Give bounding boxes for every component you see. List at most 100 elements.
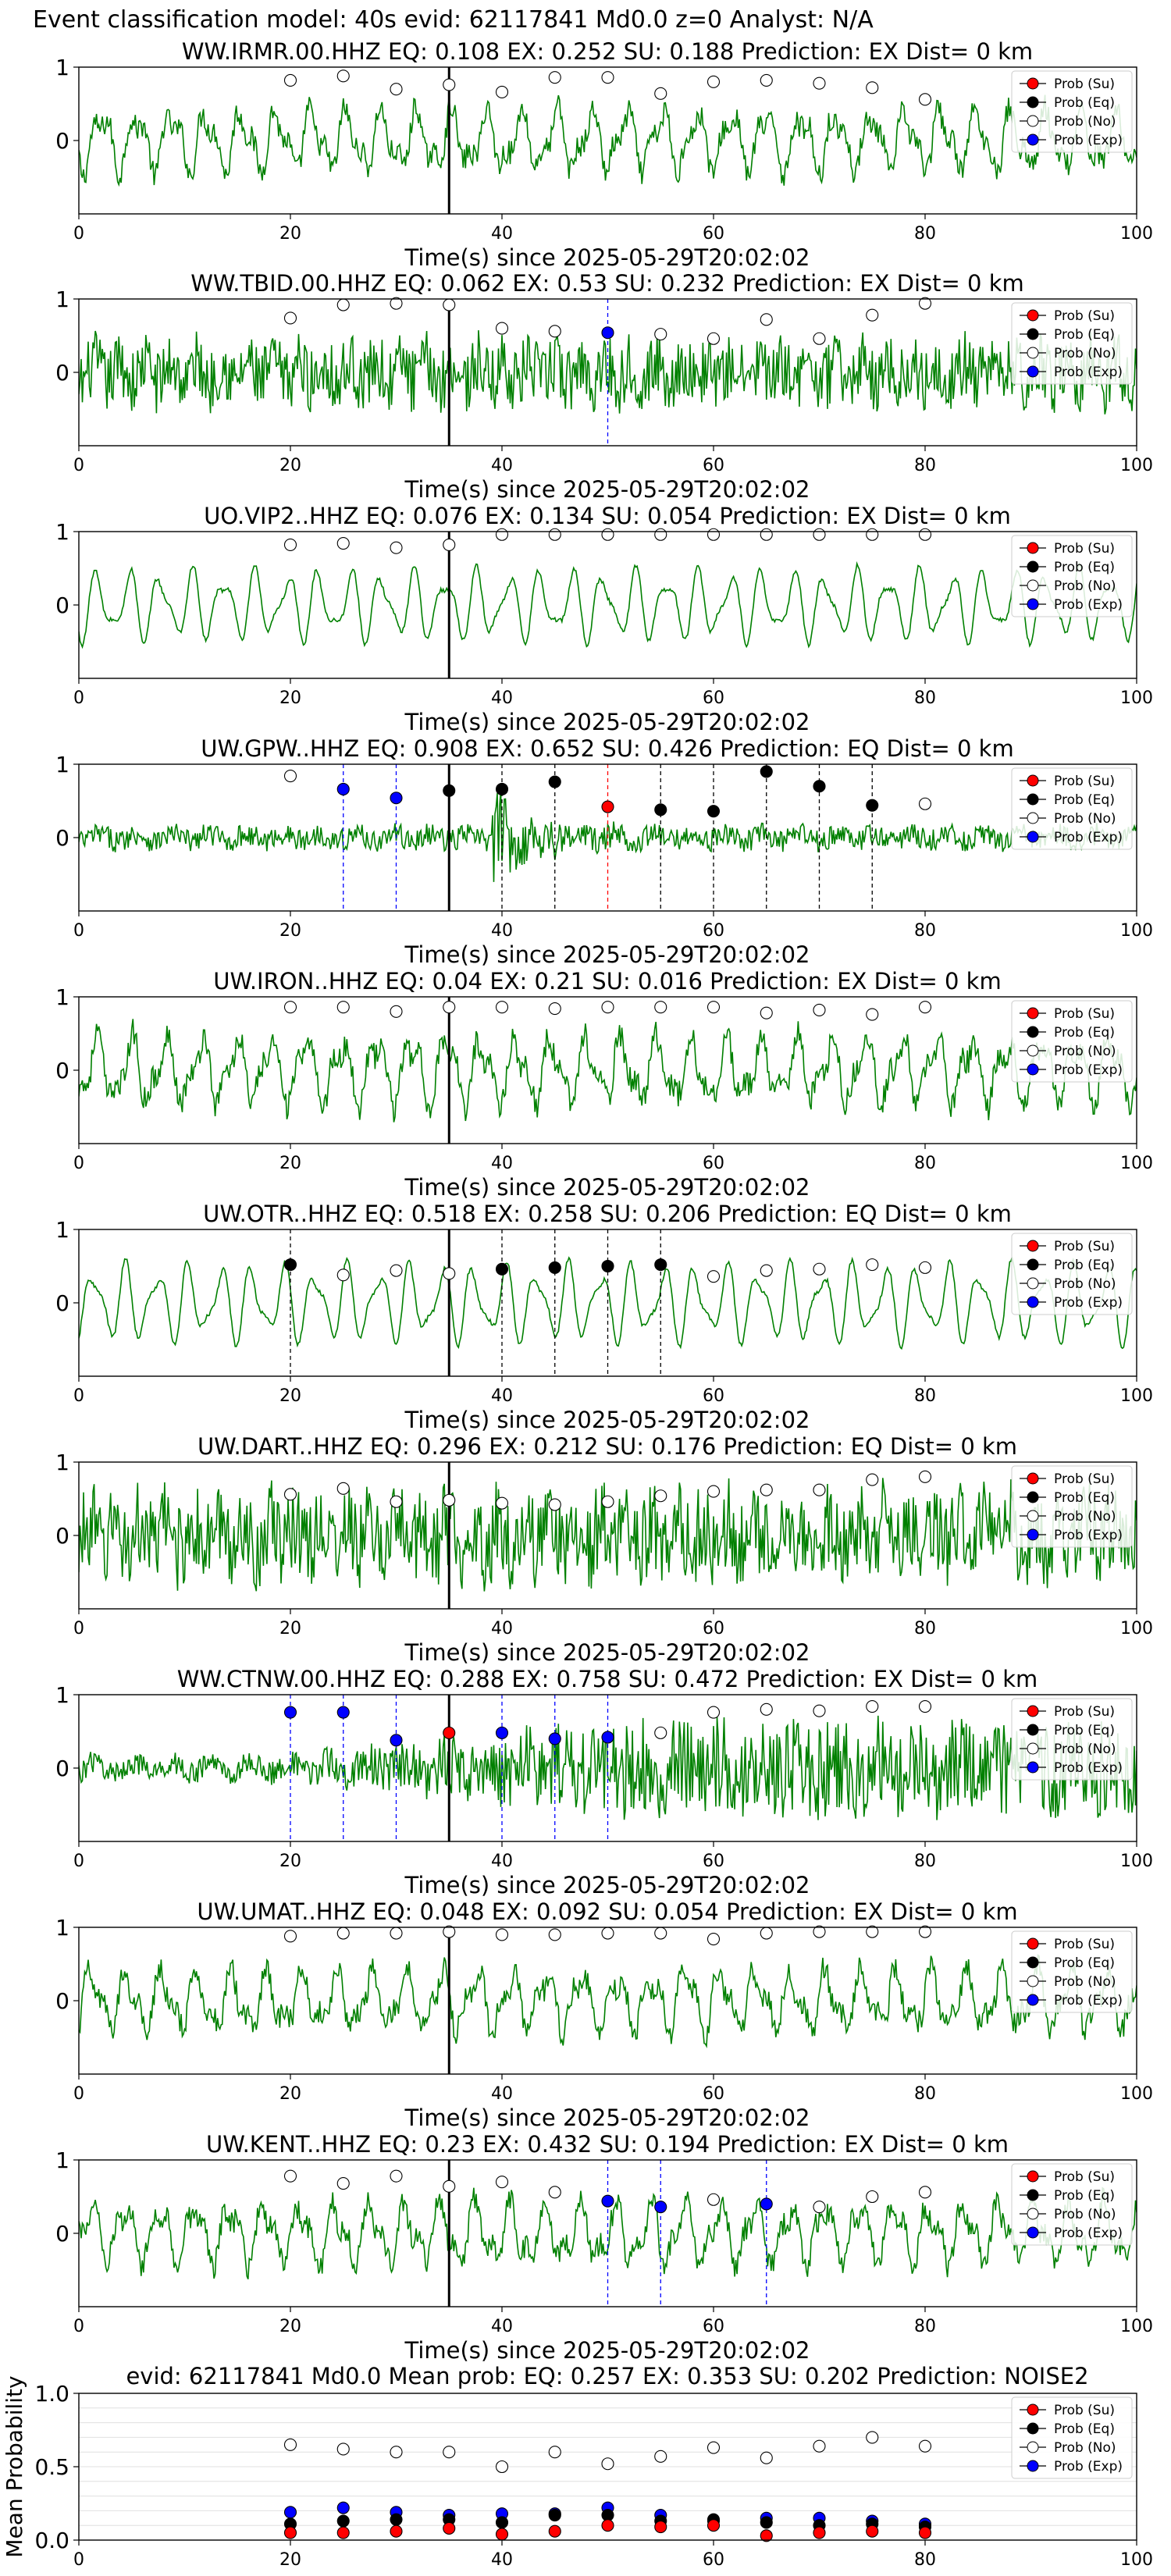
legend-label: Prob (Su) — [1054, 1471, 1115, 1487]
panel-title: WW.CTNW.00.HHZ EQ: 0.288 EX: 0.758 SU: 0… — [177, 1666, 1038, 1692]
station-panel-8: WW.CTNW.00.HHZ EQ: 0.288 EX: 0.758 SU: 0… — [55, 1666, 1153, 1898]
prob-point — [443, 298, 456, 311]
legend-marker — [1027, 77, 1039, 90]
legend-label: Prob (Su) — [1054, 1006, 1115, 1022]
x-tick-label: 20 — [279, 1619, 301, 1638]
panel-title: WW.TBID.00.HHZ EQ: 0.062 EX: 0.53 SU: 0.… — [190, 270, 1024, 297]
prob-point — [336, 298, 350, 311]
legend-label: Prob (No) — [1054, 2440, 1116, 2456]
prob-point — [813, 1483, 826, 1496]
prob-point — [495, 85, 509, 99]
mean-prob-point — [760, 2529, 773, 2542]
mean-prob-point — [601, 2519, 614, 2532]
mean-prob-point — [707, 2441, 721, 2454]
mean-prob-point — [548, 2446, 561, 2459]
prob-point — [654, 1726, 667, 1739]
x-tick-label: 40 — [491, 1386, 513, 1406]
x-tick-label: 0 — [73, 1852, 84, 1871]
x-axis-label: Time(s) since 2025-05-29T20:02:02 — [404, 1174, 810, 1201]
legend-marker — [1027, 1937, 1039, 1950]
mean-prob-point — [654, 2450, 667, 2463]
x-axis-label: Time(s) since 2025-05-29T20:02:02 — [404, 2337, 810, 2364]
x-tick-label: 60 — [703, 688, 724, 708]
legend-box — [1011, 767, 1133, 850]
legend-label: Prob (Eq) — [1054, 1490, 1115, 1506]
figure-title: Event classification model: 40s evid: 62… — [33, 6, 874, 34]
panel-title: UW.KENT..HHZ EQ: 0.23 EX: 0.432 SU: 0.19… — [206, 2131, 1009, 2158]
legend-marker — [1027, 1240, 1039, 1252]
x-axis-label: Time(s) since 2025-05-29T20:02:02 — [404, 1639, 810, 1666]
prob-point — [601, 1731, 614, 1744]
legend-label: Prob (Eq) — [1054, 95, 1115, 111]
mean-prob-point — [495, 2460, 509, 2474]
station-panel-1: WW.IRMR.00.HHZ EQ: 0.108 EX: 0.252 SU: 0… — [55, 38, 1153, 271]
legend-label: Prob (Su) — [1054, 541, 1115, 557]
legend-marker — [1027, 1277, 1039, 1290]
y-tick-label: 1 — [55, 984, 69, 1010]
x-tick-label: 0 — [73, 2317, 84, 2336]
y-tick-label: 0.5 — [34, 2454, 69, 2480]
mean-prob-point — [495, 2516, 509, 2529]
prob-point — [760, 528, 773, 541]
prob-point — [548, 775, 561, 788]
prob-point — [548, 1261, 561, 1274]
mean-prob-point — [336, 2501, 350, 2514]
legend-marker — [1027, 1472, 1039, 1485]
prob-point — [443, 1267, 456, 1280]
mean-prob-point — [443, 2521, 456, 2535]
x-tick-label: 20 — [279, 1154, 301, 1173]
y-tick-label: 1 — [55, 1915, 69, 1941]
prob-point — [495, 322, 509, 335]
waveform-trace — [79, 1478, 1137, 1592]
prob-point — [866, 81, 879, 94]
prob-point — [390, 792, 403, 805]
x-tick-label: 60 — [703, 1154, 724, 1173]
mean-prob-point — [336, 2443, 350, 2456]
prob-point — [283, 1706, 297, 1719]
prob-point — [390, 2169, 403, 2183]
legend-label: Prob (Eq) — [1054, 2188, 1115, 2204]
legend-marker — [1027, 2403, 1039, 2416]
prob-point — [654, 1258, 667, 1272]
legend-marker — [1027, 1007, 1039, 1019]
x-tick-label: 20 — [279, 2317, 301, 2336]
x-tick-label: 100 — [1120, 456, 1153, 475]
y-tick-label: 1 — [55, 752, 69, 777]
prob-point — [707, 1706, 721, 1719]
prob-point — [866, 1008, 879, 1021]
prob-point — [760, 73, 773, 87]
prob-point — [390, 297, 403, 310]
x-tick-label: 40 — [491, 1852, 513, 1871]
legend-marker — [1027, 1258, 1039, 1271]
waveform-trace — [79, 1715, 1137, 1820]
waveform-trace — [79, 330, 1137, 415]
legend-marker — [1027, 2189, 1039, 2201]
x-tick-label: 60 — [703, 1386, 724, 1406]
prob-point — [707, 1932, 721, 1946]
prob-point — [813, 1262, 826, 1276]
legend-label: Prob (Exp) — [1054, 1993, 1123, 2008]
prob-point — [813, 528, 826, 541]
prob-point — [336, 2177, 350, 2190]
y-tick-label: 0 — [55, 1523, 69, 1549]
legend-label: Prob (Eq) — [1054, 560, 1115, 575]
x-tick-label: 40 — [491, 2550, 513, 2570]
prob-point — [390, 83, 403, 96]
axes-frame — [78, 996, 1137, 1144]
legend-label: Prob (No) — [1054, 1742, 1116, 1757]
y-tick-label: 1 — [55, 519, 69, 545]
prob-point — [918, 1261, 932, 1274]
x-tick-label: 0 — [73, 921, 84, 941]
x-tick-label: 60 — [703, 921, 724, 941]
prob-point — [548, 1928, 561, 1941]
y-tick-label: 0 — [55, 2221, 69, 2247]
legend-label: Prob (Eq) — [1054, 792, 1115, 808]
prob-point — [760, 1703, 773, 1716]
prob-point — [707, 2193, 721, 2206]
prob-point — [707, 528, 721, 541]
legend-label: Prob (Exp) — [1054, 1062, 1123, 1078]
x-axis-label: Time(s) since 2025-05-29T20:02:02 — [404, 1872, 810, 1898]
legend-box — [1011, 1233, 1133, 1315]
panel-title: UO.VIP2..HHZ EQ: 0.076 EX: 0.134 SU: 0.0… — [204, 503, 1011, 529]
panel-title: WW.IRMR.00.HHZ EQ: 0.108 EX: 0.252 SU: 0… — [182, 38, 1033, 65]
